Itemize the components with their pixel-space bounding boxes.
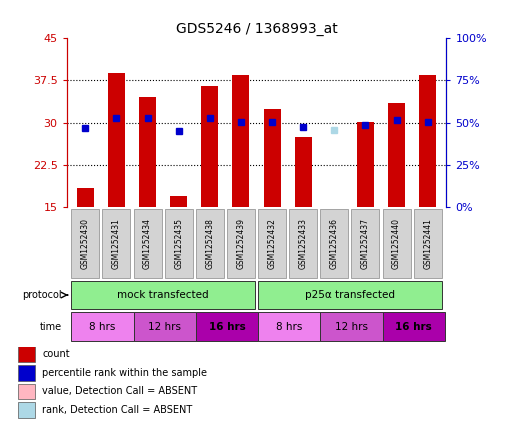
Text: GSM1252435: GSM1252435 [174, 218, 183, 269]
FancyBboxPatch shape [133, 313, 196, 341]
FancyBboxPatch shape [413, 209, 442, 278]
Text: 12 hrs: 12 hrs [335, 322, 368, 332]
Text: GSM1252439: GSM1252439 [236, 218, 245, 269]
FancyBboxPatch shape [227, 209, 255, 278]
Text: count: count [42, 349, 70, 359]
Bar [232, 75, 249, 207]
Text: GSM1252438: GSM1252438 [205, 218, 214, 269]
Bar [264, 109, 281, 207]
Bar [17, 346, 35, 362]
FancyBboxPatch shape [320, 313, 383, 341]
Bar [17, 365, 35, 381]
Bar [108, 73, 125, 207]
FancyBboxPatch shape [258, 281, 442, 309]
Text: GSM1252433: GSM1252433 [299, 218, 308, 269]
FancyBboxPatch shape [258, 313, 320, 341]
FancyBboxPatch shape [103, 209, 130, 278]
Text: 12 hrs: 12 hrs [148, 322, 181, 332]
FancyBboxPatch shape [71, 281, 255, 309]
Bar [294, 137, 312, 207]
Bar [139, 97, 156, 207]
FancyBboxPatch shape [196, 209, 224, 278]
Text: GSM1252441: GSM1252441 [423, 218, 432, 269]
FancyBboxPatch shape [289, 209, 317, 278]
FancyBboxPatch shape [320, 209, 348, 278]
Text: 16 hrs: 16 hrs [395, 322, 432, 332]
FancyBboxPatch shape [383, 209, 410, 278]
Text: GSM1252437: GSM1252437 [361, 218, 370, 269]
Text: GSM1252432: GSM1252432 [268, 218, 277, 269]
Title: GDS5246 / 1368993_at: GDS5246 / 1368993_at [175, 22, 338, 36]
Bar [419, 75, 436, 207]
Text: 16 hrs: 16 hrs [209, 322, 245, 332]
FancyBboxPatch shape [258, 209, 286, 278]
FancyBboxPatch shape [196, 313, 258, 341]
Text: mock transfected: mock transfected [117, 290, 209, 300]
FancyBboxPatch shape [71, 209, 100, 278]
Bar [170, 196, 187, 207]
FancyBboxPatch shape [351, 209, 380, 278]
Text: GSM1252431: GSM1252431 [112, 218, 121, 269]
Text: protocol: protocol [22, 290, 62, 300]
Bar [201, 86, 219, 207]
Text: percentile rank within the sample: percentile rank within the sample [42, 368, 207, 378]
Text: 8 hrs: 8 hrs [89, 322, 115, 332]
Bar [17, 402, 35, 418]
FancyBboxPatch shape [71, 313, 133, 341]
Text: 8 hrs: 8 hrs [276, 322, 302, 332]
Bar [357, 121, 374, 207]
Bar [17, 384, 35, 399]
Text: rank, Detection Call = ABSENT: rank, Detection Call = ABSENT [42, 405, 192, 415]
Bar [77, 187, 94, 207]
Text: time: time [40, 322, 62, 332]
Text: p25α transfected: p25α transfected [305, 290, 395, 300]
Bar [388, 103, 405, 207]
Text: GSM1252436: GSM1252436 [330, 218, 339, 269]
Text: value, Detection Call = ABSENT: value, Detection Call = ABSENT [42, 387, 198, 396]
Text: GSM1252434: GSM1252434 [143, 218, 152, 269]
Text: GSM1252430: GSM1252430 [81, 218, 90, 269]
FancyBboxPatch shape [133, 209, 162, 278]
Text: GSM1252440: GSM1252440 [392, 218, 401, 269]
FancyBboxPatch shape [383, 313, 445, 341]
FancyBboxPatch shape [165, 209, 193, 278]
